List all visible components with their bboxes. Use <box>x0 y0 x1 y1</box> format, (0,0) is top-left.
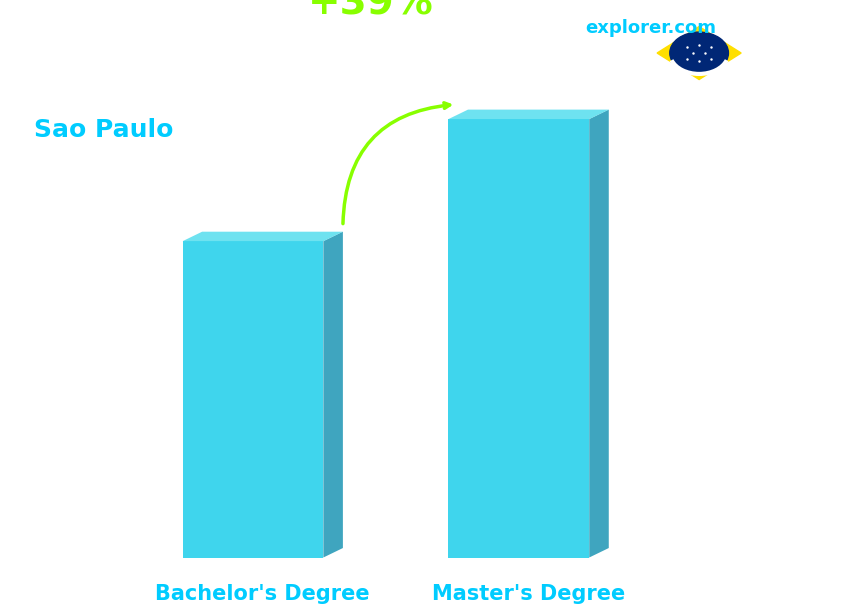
Text: Sao Paulo: Sao Paulo <box>34 118 173 142</box>
Text: explorer.com: explorer.com <box>585 19 716 38</box>
Polygon shape <box>183 231 343 241</box>
Polygon shape <box>323 231 343 558</box>
Text: Master's Degree: Master's Degree <box>432 584 626 604</box>
Polygon shape <box>449 119 589 558</box>
Text: Cardiovascular Technologist: Cardiovascular Technologist <box>34 72 364 96</box>
Polygon shape <box>183 241 323 558</box>
Text: Average Monthly Salary: Average Monthly Salary <box>838 248 848 382</box>
Polygon shape <box>657 27 741 79</box>
Polygon shape <box>449 110 609 119</box>
Text: Bachelor's Degree: Bachelor's Degree <box>156 584 370 604</box>
Polygon shape <box>589 110 609 558</box>
Text: Salary Comparison By Education: Salary Comparison By Education <box>34 15 644 48</box>
Circle shape <box>670 32 728 74</box>
Text: +39%: +39% <box>308 0 434 22</box>
Text: 15,800 BRL: 15,800 BRL <box>525 73 654 93</box>
Text: salary: salary <box>531 19 592 38</box>
Text: 11,400 BRL: 11,400 BRL <box>150 195 278 215</box>
